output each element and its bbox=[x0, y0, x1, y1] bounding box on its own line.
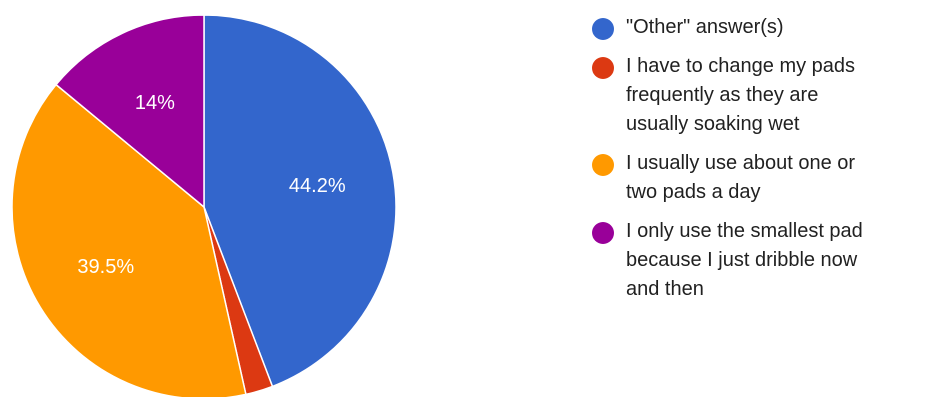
legend-swatch-icon bbox=[592, 154, 614, 176]
pie-slice-one-or-two-pads[interactable] bbox=[11, 83, 247, 397]
pie-slice-data-label: 44.2% bbox=[289, 175, 346, 197]
pie-slice-data-label: 14% bbox=[135, 92, 175, 114]
pie-slice-smallest-pad[interactable] bbox=[55, 14, 205, 209]
chart-legend: "Other" answer(s) I have to change my pa… bbox=[592, 13, 948, 314]
legend-item-other[interactable]: "Other" answer(s) bbox=[592, 13, 948, 42]
pie-chart-plot: 44.2% 39.5% 14% bbox=[11, 14, 397, 397]
legend-swatch-icon bbox=[592, 222, 614, 244]
legend-item-one-or-two-pads[interactable]: I usually use about one or two pads a da… bbox=[592, 149, 948, 207]
pie-slice-data-label: 39.5% bbox=[77, 256, 134, 278]
legend-item-soaking-wet[interactable]: I have to change my pads frequently as t… bbox=[592, 52, 948, 139]
legend-label: I have to change my pads frequently as t… bbox=[626, 55, 856, 135]
legend-item-smallest-pad[interactable]: I only use the smallest pad because I ju… bbox=[592, 217, 948, 304]
legend-swatch-icon bbox=[592, 57, 614, 79]
legend-label: I usually use about one or two pads a da… bbox=[626, 152, 856, 203]
legend-label: "Other" answer(s) bbox=[626, 16, 784, 38]
legend-swatch-icon bbox=[592, 18, 614, 40]
legend-label: I only use the smallest pad because I ju… bbox=[626, 220, 863, 300]
pie-slice-other[interactable] bbox=[203, 14, 397, 388]
